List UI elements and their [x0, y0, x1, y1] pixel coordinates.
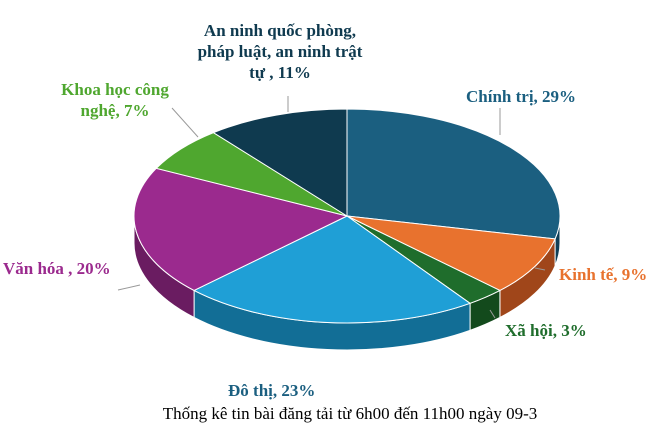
leader-line-2 [489, 309, 496, 319]
label-xa-hoi: Xã hội, 3% [505, 321, 587, 340]
label-van-hoa: Văn hóa , 20% [3, 259, 111, 278]
pie-slice-1 [346, 215, 556, 292]
label-an-ninh: An ninh quốc phòng, pháp luật, an ninh t… [197, 21, 363, 82]
leader-line-1 [534, 267, 546, 271]
leader-line-5 [117, 284, 141, 291]
pie-slice-4 [133, 167, 349, 292]
pie-slice-3 [192, 215, 472, 324]
label-kinh-te: Kinh tế, 9% [559, 265, 648, 284]
pie-slice-0 [346, 108, 561, 240]
chart-caption: Thống kê tin bài đăng tải từ 6h00 đến 11… [162, 404, 538, 423]
label-do-thi: Đô thị, 23% [228, 381, 316, 400]
label-chinh-tri: Chính trị, 29% [466, 87, 577, 106]
label-khoa-hoc: Khoa học công nghệ, 7% [61, 80, 169, 120]
leader-line-4 [171, 107, 199, 138]
pie-slice-6 [212, 108, 348, 217]
